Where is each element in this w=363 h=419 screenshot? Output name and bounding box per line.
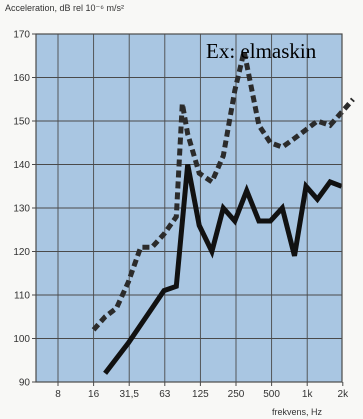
x-tick-label: 31,5 bbox=[119, 389, 139, 400]
axes: 90 100 110 120 130 140 150 160 170 8 16 31,5 63 125 25… bbox=[13, 30, 349, 401]
y-tick-label: 90 bbox=[19, 378, 31, 389]
x-tick-label: 500 bbox=[263, 389, 280, 400]
y-tick-label: 170 bbox=[13, 30, 30, 41]
x-tick-label: 2k bbox=[338, 389, 350, 400]
y-tick-label: 110 bbox=[14, 291, 30, 302]
x-tick-label: 16 bbox=[88, 389, 100, 400]
series-line-solid bbox=[103, 164, 343, 375]
chart-title: Acceleration, dB rel 10⁻⁶ m/s² bbox=[5, 3, 124, 13]
x-axis-label: frekvens, Hz bbox=[272, 407, 323, 417]
y-tick-label: 100 bbox=[13, 334, 30, 345]
y-tick-label: 160 bbox=[13, 73, 30, 84]
y-tick-label: 150 bbox=[13, 117, 30, 128]
x-tick-label: 1k bbox=[302, 389, 314, 400]
x-tick-label: 250 bbox=[228, 389, 245, 400]
y-tick-label: 140 bbox=[13, 160, 30, 171]
x-tick-label: 8 bbox=[55, 389, 61, 400]
x-tick-label: 125 bbox=[192, 389, 209, 400]
x-tick-label: 63 bbox=[159, 389, 171, 400]
series-group bbox=[91, 50, 355, 375]
y-tick-label: 120 bbox=[13, 247, 30, 258]
grid bbox=[36, 34, 342, 382]
y-tick-label: 130 bbox=[13, 204, 30, 215]
series-line-dashed bbox=[91, 50, 355, 332]
example-annotation: Ex: elmaskin bbox=[206, 39, 317, 63]
